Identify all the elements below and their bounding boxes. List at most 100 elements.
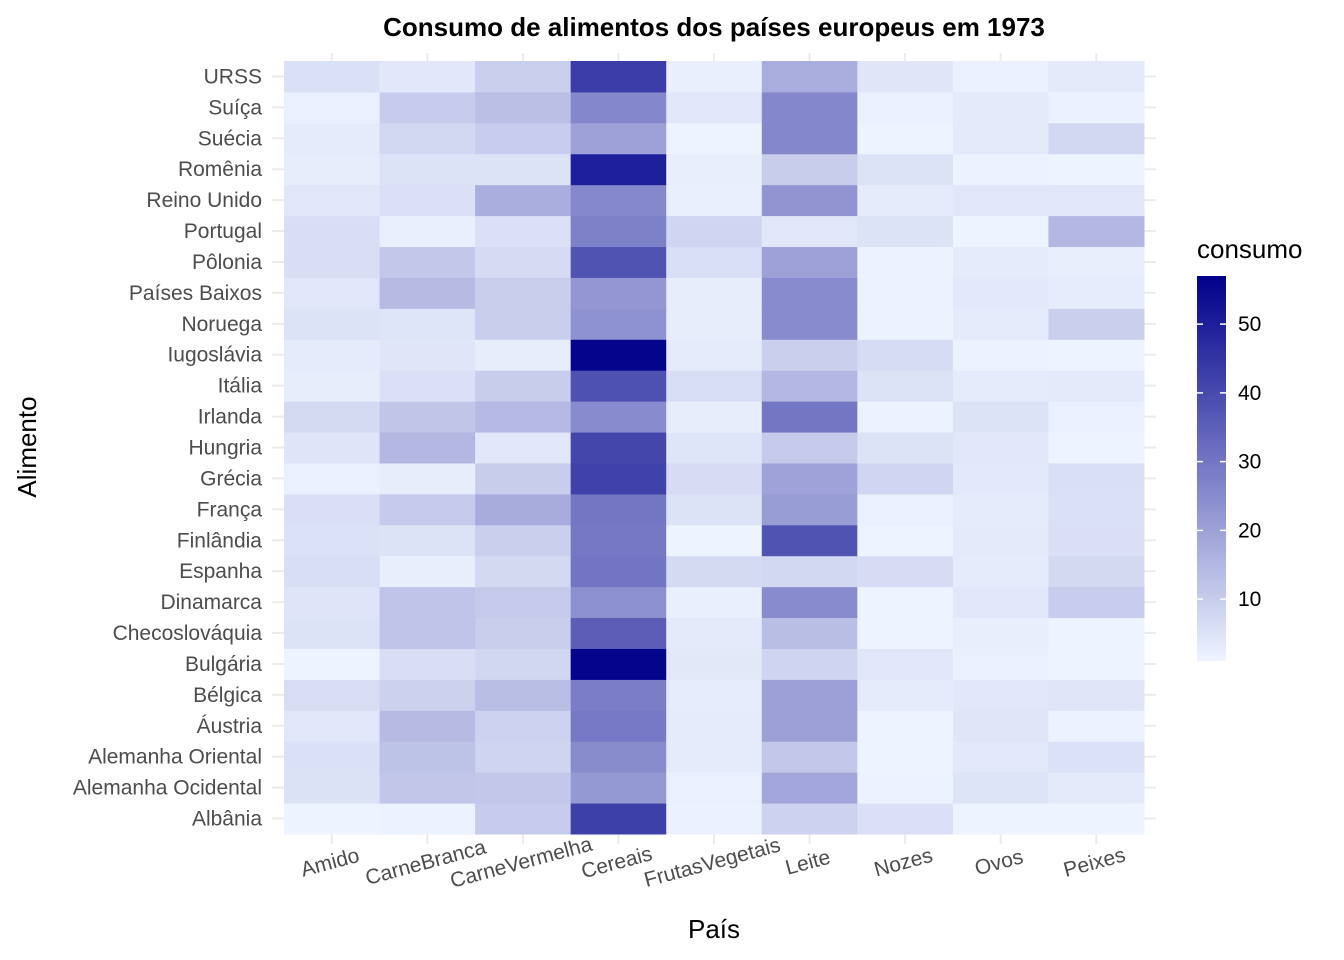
heatmap-cell bbox=[952, 401, 1049, 433]
heatmap-cell bbox=[570, 803, 667, 835]
chart-title: Consumo de alimentos dos países europeus… bbox=[383, 12, 1045, 42]
y-tick-label: Áustria bbox=[197, 715, 263, 738]
heatmap-cell bbox=[570, 710, 667, 742]
heatmap-cell bbox=[666, 462, 763, 495]
heatmap-cell bbox=[379, 339, 476, 371]
heatmap-cell bbox=[1048, 339, 1145, 371]
heatmap-cell bbox=[570, 308, 667, 340]
heatmap-cell bbox=[379, 61, 476, 93]
y-tick-label: Albânia bbox=[192, 808, 262, 831]
y-tick-label: Países Baixos bbox=[129, 282, 262, 305]
heatmap-cell bbox=[284, 277, 381, 309]
heatmap-cell bbox=[1048, 493, 1145, 526]
y-tick-label: Noruega bbox=[181, 313, 262, 336]
heatmap-cell bbox=[475, 617, 572, 649]
heatmap-cell bbox=[475, 246, 572, 278]
heatmap-cell bbox=[761, 339, 858, 371]
heatmap-cell bbox=[379, 184, 476, 217]
heatmap-cell bbox=[475, 184, 572, 217]
heatmap-cell bbox=[570, 61, 667, 93]
heatmap-cell bbox=[284, 91, 381, 124]
heatmap-cell bbox=[1048, 308, 1145, 340]
heatmap-cell bbox=[666, 277, 763, 309]
heatmap-cell bbox=[284, 679, 381, 711]
heatmap-cell bbox=[761, 432, 858, 464]
heatmap-cell bbox=[284, 555, 381, 588]
heatmap-cell bbox=[761, 122, 858, 155]
heatmap-cell bbox=[570, 246, 667, 278]
heatmap-cell bbox=[379, 246, 476, 278]
heatmap-cell bbox=[379, 122, 476, 155]
heatmap-cell bbox=[952, 215, 1049, 248]
heatmap-cell bbox=[761, 370, 858, 402]
heatmap-cell bbox=[952, 586, 1049, 619]
heatmap-cell bbox=[284, 215, 381, 248]
heatmap-cell bbox=[952, 462, 1049, 495]
legend-title: consumo bbox=[1197, 234, 1303, 264]
heatmap-cell bbox=[761, 679, 858, 711]
heatmap-cell bbox=[666, 432, 763, 464]
heatmap-cell bbox=[857, 432, 954, 464]
heatmap-cell bbox=[857, 679, 954, 711]
heatmap-cell bbox=[379, 308, 476, 340]
heatmap-cell bbox=[379, 432, 476, 464]
x-tick-label: Amido bbox=[298, 844, 361, 882]
heatmap-cell bbox=[1048, 215, 1145, 248]
heatmap-cell bbox=[1048, 555, 1145, 588]
heatmap-cell bbox=[284, 586, 381, 619]
heatmap-cell bbox=[952, 772, 1049, 804]
heatmap-cell bbox=[1048, 122, 1145, 155]
x-tick-label: Ovos bbox=[972, 845, 1025, 880]
heatmap-cell bbox=[1048, 61, 1145, 93]
heatmap-cell bbox=[570, 772, 667, 804]
heatmap-cell bbox=[761, 710, 858, 742]
heatmap-cell bbox=[857, 91, 954, 124]
y-tick-label: Suécia bbox=[198, 127, 263, 150]
heatmap-cell bbox=[761, 246, 858, 278]
heatmap-cell bbox=[475, 772, 572, 804]
y-tick-label: Pôlonia bbox=[192, 251, 262, 274]
legend-ticks: 10 20 30 40 50 bbox=[1197, 313, 1261, 611]
heatmap-cell bbox=[379, 277, 476, 309]
heatmap-cell bbox=[284, 741, 381, 773]
y-tick-label: Grécia bbox=[200, 467, 262, 490]
heatmap-cell bbox=[379, 679, 476, 711]
heatmap-cell bbox=[761, 648, 858, 680]
heatmap-cell bbox=[570, 432, 667, 464]
heatmap-cell bbox=[570, 122, 667, 155]
heatmap-cell bbox=[1048, 772, 1145, 804]
heatmap-cell bbox=[952, 153, 1049, 186]
heatmap-cell bbox=[666, 803, 763, 835]
heatmap-cell bbox=[857, 772, 954, 804]
heatmap-cell bbox=[284, 246, 381, 278]
heatmap-cell bbox=[475, 462, 572, 495]
heatmap-cell bbox=[284, 493, 381, 526]
heatmap-cell bbox=[761, 61, 858, 93]
heatmap-cell bbox=[379, 741, 476, 773]
y-tick-label: Finlândia bbox=[177, 529, 263, 552]
heatmap-cell bbox=[666, 153, 763, 186]
heatmap-cell bbox=[952, 493, 1049, 526]
heatmap-cell bbox=[761, 401, 858, 433]
legend-tick-label: 20 bbox=[1238, 519, 1261, 542]
heatmap-cell bbox=[284, 617, 381, 649]
heatmap-cell bbox=[1048, 462, 1145, 495]
y-tick-label: Suíça bbox=[208, 96, 262, 119]
heatmap-cell bbox=[475, 401, 572, 433]
legend-tick-label: 50 bbox=[1238, 313, 1261, 336]
color-legend: consumo 10 20 30 40 50 bbox=[1197, 234, 1303, 661]
heatmap-cell bbox=[857, 803, 954, 835]
heatmap-cell bbox=[475, 153, 572, 186]
heatmap-cell bbox=[857, 493, 954, 526]
heatmap-cell bbox=[379, 462, 476, 495]
heatmap-cell bbox=[475, 61, 572, 93]
heatmap-cell bbox=[284, 308, 381, 340]
heatmap-cell bbox=[666, 617, 763, 649]
heatmap-cell bbox=[666, 91, 763, 124]
heatmap-cell bbox=[379, 803, 476, 835]
heatmap-cell bbox=[857, 153, 954, 186]
y-tick-label: Bulgária bbox=[185, 653, 262, 676]
heatmap-cell bbox=[379, 401, 476, 433]
heatmap-cell bbox=[857, 339, 954, 371]
heatmap-cell bbox=[1048, 91, 1145, 124]
